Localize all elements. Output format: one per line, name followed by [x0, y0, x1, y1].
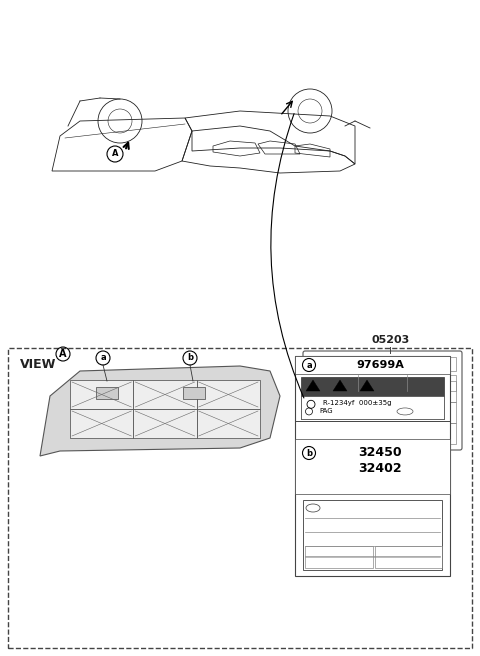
Bar — [305, 546, 372, 568]
Text: 05203: 05203 — [371, 335, 409, 345]
Text: A: A — [59, 349, 67, 359]
Text: a: a — [306, 361, 312, 369]
Bar — [96, 387, 118, 399]
Bar — [295, 356, 450, 576]
Bar — [368, 402, 456, 423]
Polygon shape — [306, 380, 320, 391]
Bar — [197, 380, 260, 409]
Bar — [303, 500, 442, 570]
Bar — [374, 546, 442, 568]
Text: b: b — [187, 354, 193, 363]
Text: A: A — [112, 150, 118, 159]
Text: VIEW: VIEW — [20, 358, 56, 371]
Bar — [295, 356, 450, 374]
Text: 32450: 32450 — [359, 447, 402, 459]
Bar — [70, 409, 133, 438]
Bar — [301, 396, 444, 419]
Bar — [301, 377, 444, 419]
Bar — [368, 381, 456, 402]
Bar — [133, 380, 197, 409]
Bar — [295, 439, 450, 494]
Bar — [309, 375, 456, 391]
Polygon shape — [360, 380, 374, 391]
Bar — [309, 381, 368, 444]
Text: R-1234yf  000±35g: R-1234yf 000±35g — [323, 400, 392, 406]
Text: a: a — [100, 354, 106, 363]
Bar — [133, 409, 197, 438]
Polygon shape — [40, 366, 280, 456]
Bar — [70, 380, 133, 409]
Polygon shape — [333, 380, 347, 391]
Text: 32402: 32402 — [359, 462, 402, 476]
Text: PAG: PAG — [319, 409, 333, 415]
Text: 97699A: 97699A — [356, 360, 404, 370]
Text: b: b — [306, 449, 312, 457]
Bar — [368, 423, 456, 444]
FancyBboxPatch shape — [303, 351, 462, 450]
Bar — [309, 357, 456, 371]
Bar — [197, 409, 260, 438]
Bar — [183, 387, 205, 399]
